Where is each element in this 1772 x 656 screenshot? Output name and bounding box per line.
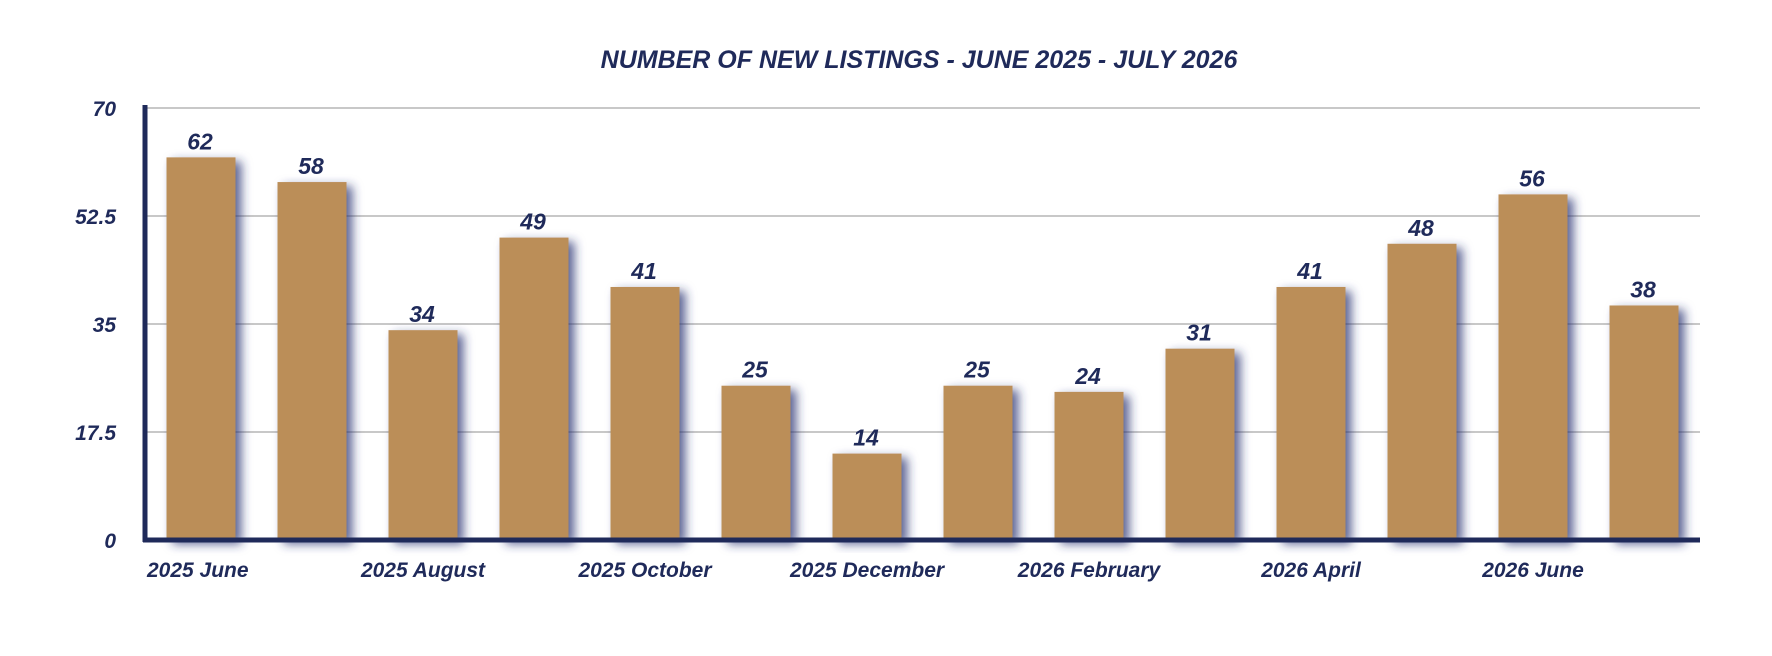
data-label: 56 bbox=[1519, 165, 1545, 191]
y-tick-label: 0 bbox=[104, 530, 116, 553]
x-axis-tick-labels: 2025 June 2025 August 2025 October 2025 Dec… bbox=[146, 559, 1584, 582]
gridlines bbox=[145, 107, 1700, 433]
bar bbox=[832, 453, 902, 540]
bar bbox=[499, 237, 569, 540]
data-label: 25 bbox=[741, 357, 769, 383]
x-tick-label: 2026 April bbox=[1260, 559, 1362, 582]
bar bbox=[1609, 305, 1679, 540]
data-label: 34 bbox=[409, 301, 435, 327]
data-label: 41 bbox=[1296, 258, 1323, 284]
bar bbox=[721, 385, 791, 540]
bar bbox=[610, 286, 680, 540]
bars bbox=[166, 157, 1679, 541]
data-labels: 62 58 34 49 41 25 14 25 24 31 41 48 56 38 bbox=[187, 128, 1656, 450]
y-tick-label: 35 bbox=[93, 314, 117, 337]
bar bbox=[166, 157, 236, 540]
x-tick-label: 2025 June bbox=[146, 559, 249, 582]
data-label: 38 bbox=[1630, 276, 1656, 302]
chart-title: NUMBER OF NEW LISTINGS - JUNE 2025 - JUL… bbox=[601, 46, 1239, 74]
data-label: 25 bbox=[963, 357, 991, 383]
x-tick-label: 2026 February bbox=[1017, 559, 1162, 582]
x-tick-label: 2025 October bbox=[577, 559, 713, 582]
bar bbox=[277, 182, 347, 541]
axes bbox=[142, 105, 1700, 543]
bar bbox=[1054, 391, 1124, 540]
bar bbox=[1387, 243, 1457, 540]
x-tick-label: 2025 December bbox=[789, 559, 946, 582]
data-label: 14 bbox=[853, 425, 879, 451]
data-label: 48 bbox=[1407, 215, 1434, 241]
x-tick-label: 2026 June bbox=[1481, 559, 1584, 582]
data-label: 24 bbox=[1074, 363, 1101, 389]
y-tick-label: 52.5 bbox=[75, 206, 116, 229]
data-label: 31 bbox=[1186, 320, 1212, 346]
bar bbox=[1276, 286, 1346, 540]
bar bbox=[388, 330, 458, 540]
data-label: 62 bbox=[187, 128, 213, 154]
y-tick-label: 70 bbox=[93, 98, 117, 121]
bar bbox=[1498, 194, 1568, 540]
x-tick-label: 2025 August bbox=[360, 559, 486, 582]
data-label: 41 bbox=[630, 258, 657, 284]
bar bbox=[1165, 348, 1235, 540]
data-label: 49 bbox=[519, 209, 546, 235]
y-tick-label: 17.5 bbox=[75, 422, 116, 445]
bar bbox=[943, 385, 1013, 540]
data-label: 58 bbox=[298, 153, 324, 179]
y-axis-tick-labels: 0 17.5 35 52.5 70 bbox=[75, 98, 116, 553]
